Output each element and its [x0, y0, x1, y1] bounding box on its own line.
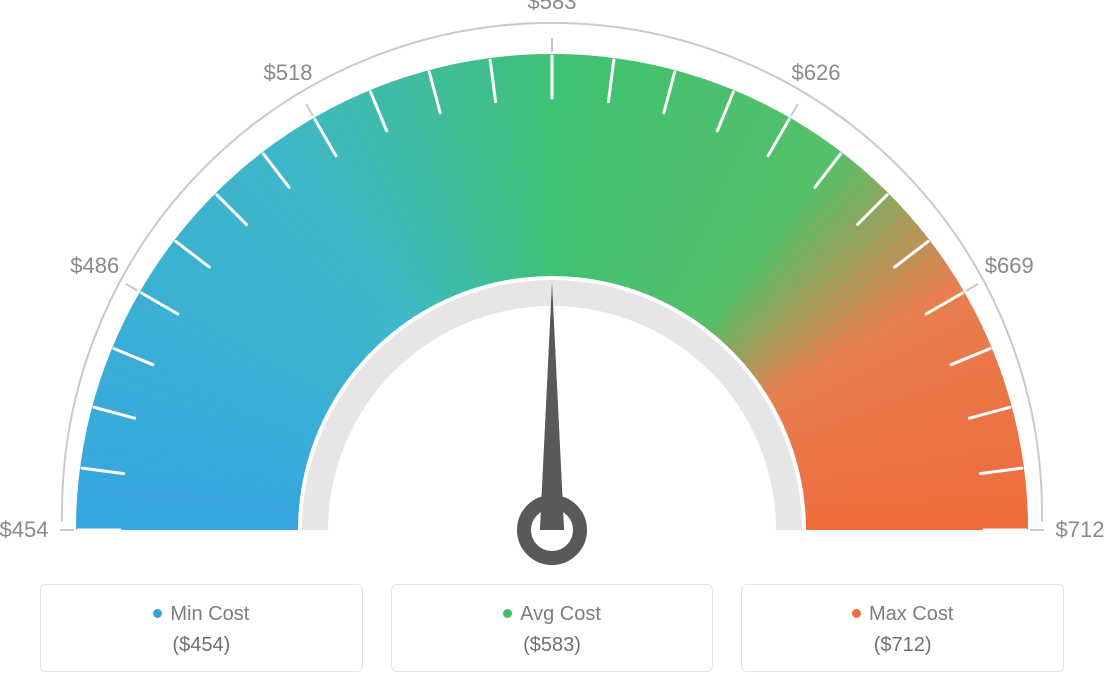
legend-min-label: Min Cost	[170, 603, 249, 625]
legend-avg-title: Avg Cost	[402, 603, 703, 626]
dot-icon	[153, 609, 162, 618]
gauge-area: $454 $486 $518 $583 $626 $669 $712	[0, 0, 1104, 570]
legend-avg-label: Avg Cost	[520, 603, 601, 625]
legend-avg: Avg Cost ($583)	[391, 584, 714, 672]
gauge-svg	[0, 0, 1104, 570]
legend-min-value: ($454)	[51, 634, 352, 657]
gauge-tick-label: $712	[1056, 517, 1104, 543]
dot-icon	[852, 609, 861, 618]
legend-row: Min Cost ($454) Avg Cost ($583) Max Cost…	[0, 584, 1104, 672]
legend-max-label: Max Cost	[869, 603, 953, 625]
gauge-tick-label: $486	[70, 253, 119, 279]
legend-max: Max Cost ($712)	[741, 584, 1064, 672]
legend-avg-value: ($583)	[402, 634, 703, 657]
dot-icon	[503, 609, 512, 618]
gauge-tick-label: $626	[792, 60, 841, 86]
gauge-tick-label: $454	[0, 517, 48, 543]
legend-max-value: ($712)	[752, 634, 1053, 657]
legend-min-title: Min Cost	[51, 603, 352, 626]
gauge-tick-label: $518	[264, 60, 313, 86]
legend-max-title: Max Cost	[752, 603, 1053, 626]
gauge-tick-label: $669	[985, 253, 1034, 279]
gauge-tick-label: $583	[528, 0, 577, 15]
legend-min: Min Cost ($454)	[40, 584, 363, 672]
cost-gauge-chart: $454 $486 $518 $583 $626 $669 $712 Min Cost ($…	[0, 0, 1104, 690]
